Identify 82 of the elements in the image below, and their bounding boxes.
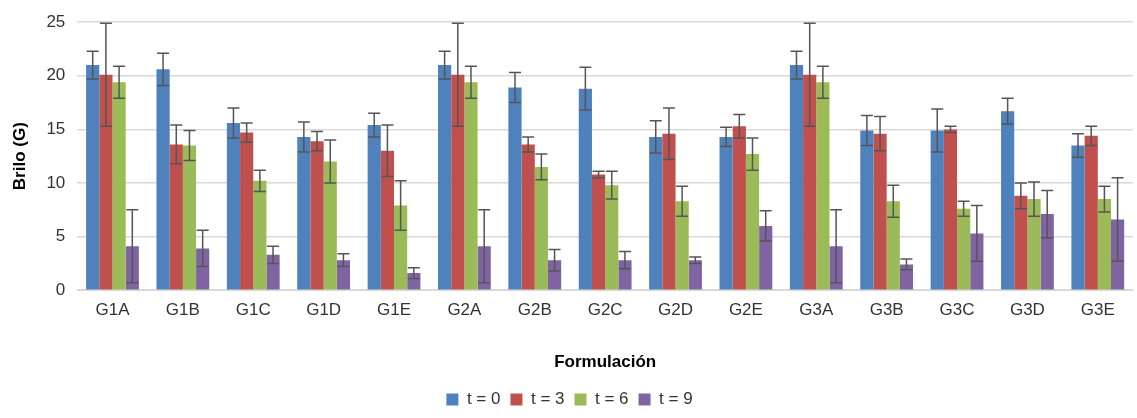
bar [508,87,522,290]
x-tick-label: G1E [377,300,412,320]
x-tick-label: G2C [587,300,623,320]
x-tick-label: G2A [447,300,483,320]
bar [943,129,958,290]
bar [860,130,874,290]
bar [732,126,746,290]
bar [605,185,619,290]
bar [789,65,804,290]
y-tick-label: 20 [46,65,66,85]
legend-label: t = 6 [595,389,629,409]
x-tick-label: G3B [869,300,904,320]
bar [521,144,535,290]
bar [464,82,478,290]
legend-label: t = 0 [466,389,501,409]
bar [1001,111,1015,290]
y-tick-label: 10 [46,172,66,192]
bar [394,205,408,290]
bar [816,82,830,290]
x-tick-label: G3D [1009,300,1045,320]
bar [451,74,465,290]
bar [886,201,900,290]
bar [899,264,914,290]
bar [688,260,702,290]
bar [297,136,311,290]
bar [578,88,592,290]
bar [226,122,241,290]
bar [196,248,210,290]
y-tick-label: 0 [55,279,66,299]
bar [310,141,324,290]
y-tick-label: 15 [46,119,66,139]
y-axis-title: Brilo (G) [9,122,29,191]
bar [86,65,100,290]
x-tick-label: G2D [658,300,694,320]
bar [649,136,663,290]
bar [253,180,267,290]
bar [380,150,395,290]
bar [873,133,887,290]
bar [675,201,689,290]
y-tick-label: 25 [46,11,66,31]
bar [719,136,733,290]
bar [1014,195,1028,290]
x-tick-label: G1B [165,300,200,320]
legend-label: t = 3 [530,389,565,409]
bar [240,132,254,290]
x-axis-title: Formulación [554,352,657,372]
bar [169,144,183,290]
y-tick-label: 5 [55,226,66,246]
bar [1040,214,1054,290]
bar [618,260,632,290]
bar [156,69,170,290]
x-tick-label: G1D [306,300,342,320]
bar [1111,219,1125,290]
x-tick-label: G3A [799,300,834,320]
bar [534,166,548,290]
bar [1084,135,1098,290]
x-tick-label: G2B [517,300,552,320]
bar [1027,199,1041,290]
bar [759,225,773,290]
bar [125,246,139,290]
x-tick-label: G1C [235,300,271,320]
bar [930,130,944,290]
bar [591,174,606,290]
x-tick-label: G1A [95,300,131,320]
x-tick-label: G3E [1080,300,1115,320]
bar [745,154,760,290]
bar [662,133,676,290]
bar [323,161,337,290]
bar [803,74,817,290]
x-tick-label: G3C [939,300,975,320]
x-tick-label: G2E [728,300,763,320]
bar [1097,199,1112,290]
bar [182,145,197,290]
bar [336,260,351,290]
bar [112,82,126,290]
bar [957,208,971,290]
bar [438,65,452,290]
bar [1071,145,1085,290]
bar [367,125,381,290]
bar [266,254,280,290]
legend-label: t = 9 [659,389,693,409]
bar [99,74,113,290]
